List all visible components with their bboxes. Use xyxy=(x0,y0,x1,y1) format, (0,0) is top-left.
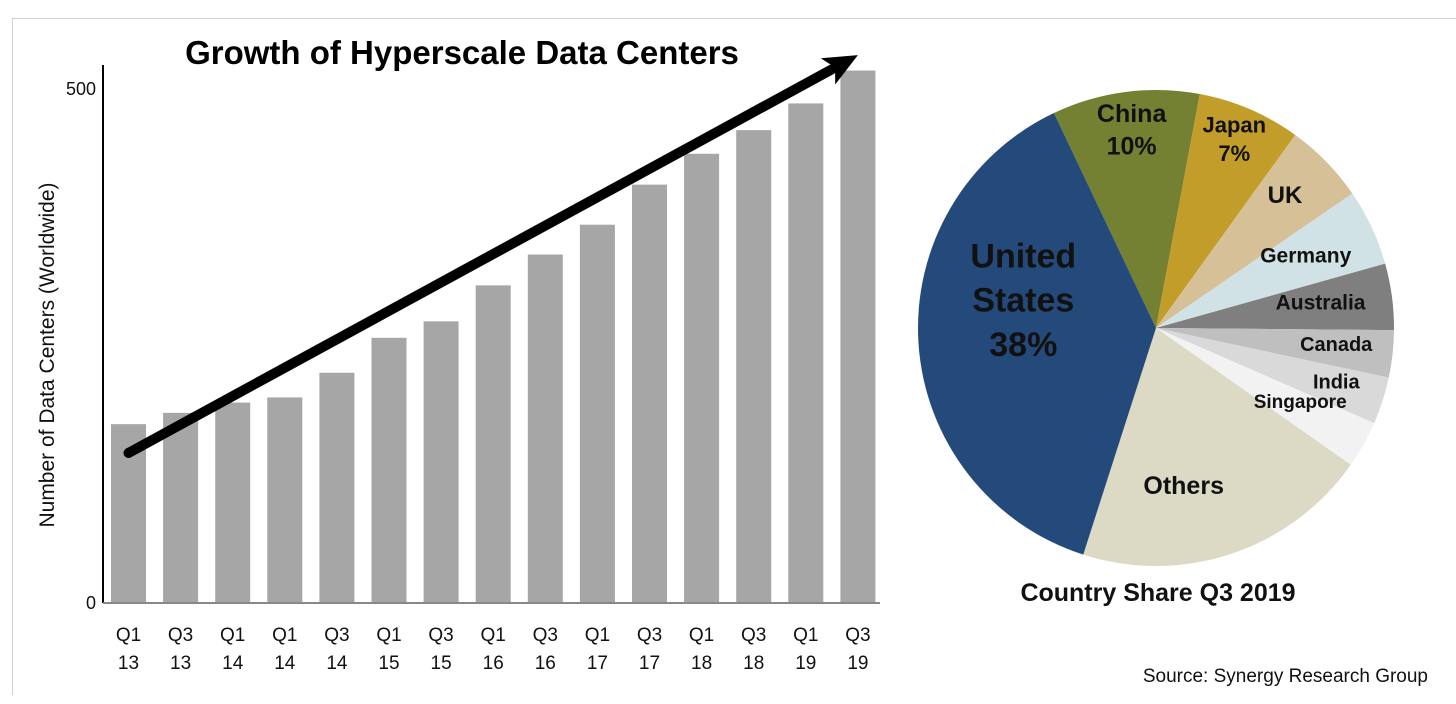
bar xyxy=(423,321,459,602)
trend-arrow xyxy=(123,55,858,458)
pie-chart xyxy=(918,89,1394,566)
bar-chart-title: Growth of Hyperscale Data Centers xyxy=(185,34,739,71)
x-tick-year: 16 xyxy=(483,653,504,674)
x-tick-quarter: Q3 xyxy=(533,625,558,646)
x-tick-quarter: Q3 xyxy=(324,625,349,646)
x-tick-quarter: Q1 xyxy=(793,625,818,646)
x-tick-quarter: Q3 xyxy=(637,625,662,646)
x-tick-year: 19 xyxy=(847,653,868,674)
pie-slice-china xyxy=(1053,89,1200,328)
pie-label-canada: Canada xyxy=(1300,334,1373,356)
pie-label-others: Others xyxy=(1143,472,1224,500)
x-tick-quarter: Q1 xyxy=(376,625,401,646)
x-tick-quarter: Q1 xyxy=(585,625,610,646)
y-axis-label: Number of Data Centers (Worldwide) xyxy=(36,182,59,527)
pie-slice-others xyxy=(1083,328,1351,566)
x-tick-quarter: Q3 xyxy=(741,625,766,646)
x-tick-quarter: Q1 xyxy=(272,625,297,646)
pie-slice-germany xyxy=(1156,193,1386,328)
bar xyxy=(527,254,563,602)
y-axis-tick-labels: 0 500 xyxy=(66,79,96,613)
pie-label-japan: 7% xyxy=(1218,141,1250,166)
pie-label-germany: Germany xyxy=(1260,244,1351,267)
bar xyxy=(632,184,667,602)
x-tick-year: 13 xyxy=(170,653,191,674)
trend-arrow-head xyxy=(820,55,858,85)
x-tick-year: 16 xyxy=(535,653,556,674)
pie-label-china: 10% xyxy=(1107,133,1157,161)
x-tick-year: 17 xyxy=(587,653,608,674)
pie-slice-united-states xyxy=(918,113,1156,555)
bar xyxy=(736,130,772,602)
x-axis-tick-labels: Q1 13 Q3 13 Q1 14 Q1 14 Q3 14 Q1 15 Q3 15 Q1 16 Q3 16 Q1 17… xyxy=(116,625,871,674)
pie-label-united-states: 38% xyxy=(989,326,1057,364)
pie-slice-japan xyxy=(1156,94,1296,328)
x-tick-quarter: Q1 xyxy=(116,625,141,646)
pie-label-uk: UK xyxy=(1268,182,1303,209)
pie-label-united-states: United xyxy=(970,237,1076,275)
x-tick-quarter: Q1 xyxy=(689,625,714,646)
pie-label-singapore: Singapore xyxy=(1254,392,1347,413)
x-tick-year: 19 xyxy=(795,653,816,674)
bar xyxy=(163,412,199,602)
y-tick-label: 500 xyxy=(66,79,96,99)
pie-chart-title: Country Share Q3 2019 xyxy=(1020,579,1295,607)
x-tick-quarter: Q1 xyxy=(220,625,245,646)
bar-series xyxy=(111,70,876,603)
x-tick-year: 14 xyxy=(326,653,348,674)
pie-slice-canada xyxy=(1156,328,1394,378)
pie-label-india: India xyxy=(1313,371,1361,393)
x-tick-year: 17 xyxy=(639,653,660,674)
trend-arrow-shaft xyxy=(123,64,837,458)
x-tick-year: 18 xyxy=(743,653,764,674)
x-tick-year: 15 xyxy=(378,653,399,674)
pie-label-australia: Australia xyxy=(1276,291,1366,314)
pie-slice-australia xyxy=(1156,263,1394,331)
x-tick-year: 13 xyxy=(118,653,139,674)
source-credit: Source: Synergy Research Group xyxy=(1143,666,1428,687)
pie-slice-india xyxy=(1156,328,1389,424)
x-tick-quarter: Q3 xyxy=(428,625,453,646)
bar xyxy=(840,70,876,603)
bar xyxy=(319,372,355,602)
bar xyxy=(267,397,303,602)
bar xyxy=(215,402,251,602)
pie-slice-uk xyxy=(1156,134,1353,328)
pie-label-united-states: States xyxy=(972,282,1074,320)
x-tick-year: 18 xyxy=(691,653,712,674)
x-tick-quarter: Q3 xyxy=(845,625,870,646)
pie-labels: China 10% Japan 7% UK Germany Australia Canada I… xyxy=(970,100,1373,500)
x-tick-quarter: Q1 xyxy=(481,625,506,646)
x-tick-year: 15 xyxy=(431,653,452,674)
x-tick-year: 14 xyxy=(274,653,296,674)
pie-label-china: China xyxy=(1097,100,1168,128)
bar xyxy=(475,285,511,602)
x-tick-quarter: Q3 xyxy=(168,625,193,646)
bar xyxy=(371,337,407,602)
x-tick-year: 14 xyxy=(222,653,244,674)
y-tick-label: 0 xyxy=(86,593,96,613)
pie-label-japan: Japan xyxy=(1203,112,1267,137)
pie-slice-singapore xyxy=(1156,328,1375,465)
bar xyxy=(684,153,720,603)
bar xyxy=(579,224,615,602)
chart-frame xyxy=(12,18,1456,695)
bar xyxy=(788,103,824,603)
